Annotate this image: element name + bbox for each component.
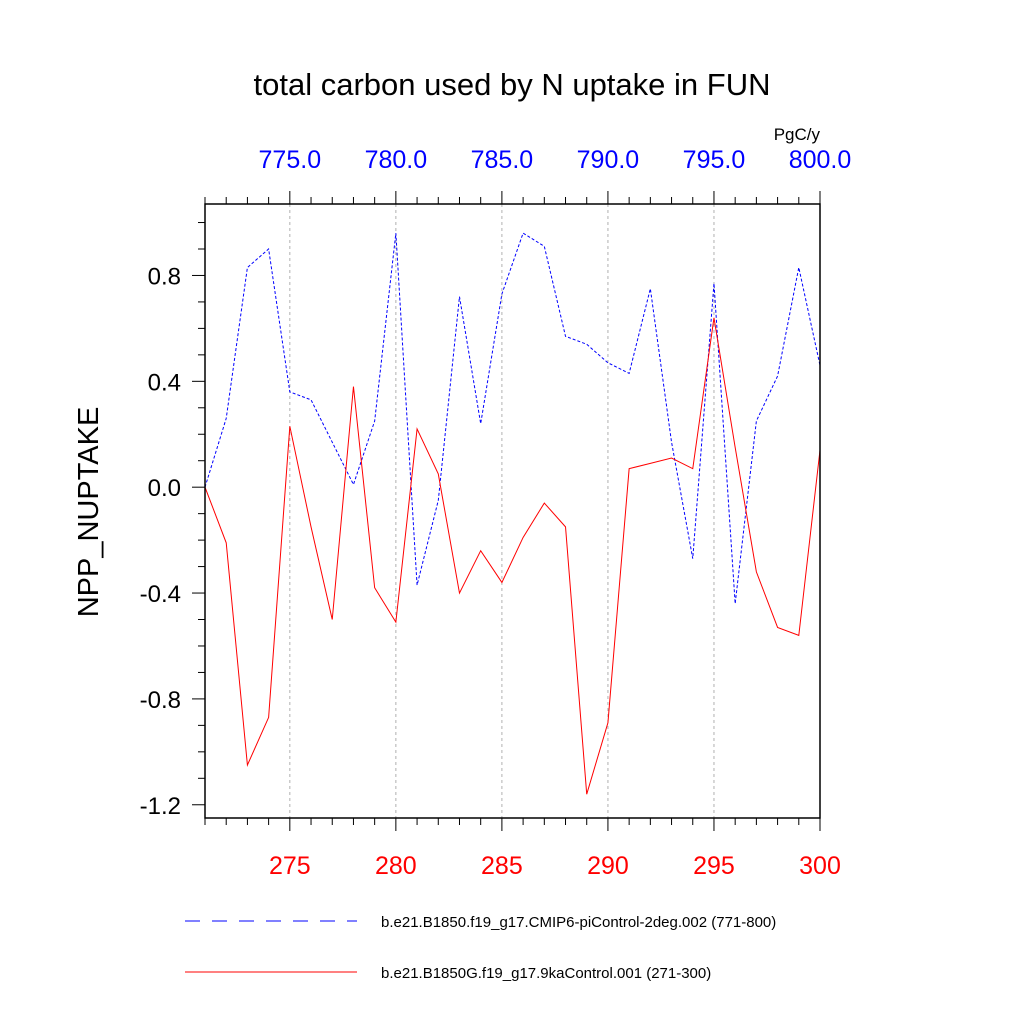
bottom-tick-label: 285 (481, 852, 523, 880)
y-tick-label: -0.4 (140, 581, 181, 608)
bottom-tick-label: 280 (375, 852, 417, 880)
top-axis-unit: PgC/y (774, 125, 821, 144)
chart-title: total carbon used by N uptake in FUN (254, 67, 771, 102)
top-tick-label: 775.0 (259, 146, 322, 174)
y-tick-label: -0.8 (140, 687, 181, 714)
top-tick-label: 780.0 (365, 146, 428, 174)
top-tick-label: 785.0 (471, 146, 534, 174)
bottom-tick-label: 300 (799, 852, 841, 880)
legend-label-2: b.e21.B1850G.f19_g17.9kaControl.001 (271… (381, 965, 711, 982)
top-tick-label: 790.0 (577, 146, 640, 174)
y-tick-label: -1.2 (140, 793, 181, 820)
bottom-tick-label: 290 (587, 852, 629, 880)
y-tick-label: 0.0 (148, 475, 181, 502)
legend-label-1: b.e21.B1850.f19_g17.CMIP6-piControl-2deg… (381, 914, 776, 931)
bottom-tick-label: 295 (693, 852, 735, 880)
gridlines (289, 204, 821, 818)
tick-labels: 0.8 0.4 0.0 -0.4 -0.8 -1.2 275 280 285 290 295 300 7… (140, 146, 852, 880)
axis-ticks (192, 191, 821, 831)
bottom-tick-label: 275 (269, 852, 311, 880)
y-tick-label: 0.8 (148, 263, 181, 290)
legend: b.e21.B1850.f19_g17.CMIP6-piControl-2deg… (185, 914, 776, 982)
series-line-1 (204, 232, 821, 604)
top-tick-label: 800.0 (789, 146, 852, 174)
y-tick-label: 0.4 (148, 369, 181, 396)
y-axis-label: NPP_NUPTAKE (73, 407, 105, 618)
series-line-2 (204, 317, 821, 795)
plot-frame (204, 203, 821, 819)
series-lines (204, 232, 821, 795)
top-tick-label: 795.0 (683, 146, 746, 174)
